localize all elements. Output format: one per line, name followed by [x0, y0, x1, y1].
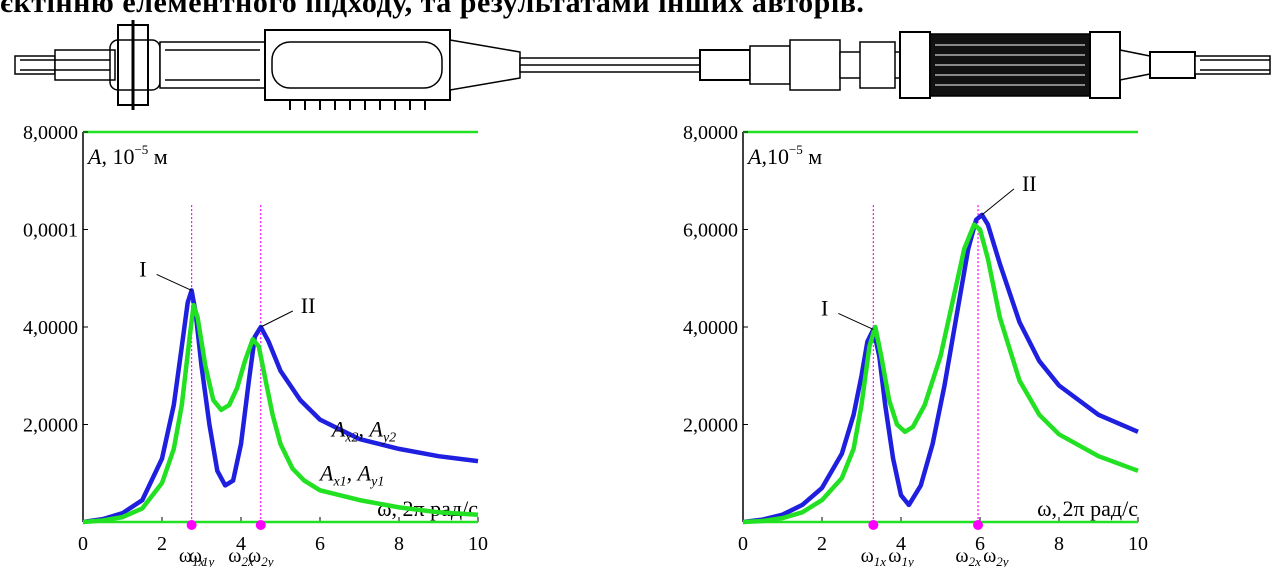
y-axis-label: A, 10−5 м: [86, 142, 168, 169]
x-tick-label: 0: [738, 533, 748, 555]
peak-label: II: [301, 293, 316, 318]
omega-marker: ω2x: [955, 545, 981, 567]
x-tick-label: 6: [975, 533, 985, 555]
y-tick-label: 4,0000: [23, 317, 78, 339]
y-tick-label: 4,0000: [683, 317, 738, 339]
annotation-leader: [156, 273, 192, 291]
annotation-leader: [260, 310, 293, 328]
x-tick-label: 4: [236, 533, 246, 555]
x-tick-label: 10: [468, 533, 488, 555]
resonance-dot: [868, 520, 879, 530]
page-header-text: єктінню елементного підходу, та результа…: [0, 0, 865, 19]
x-axis-label: ω, 2π рад/с: [377, 496, 478, 521]
chart-panel-1: 2,0000 4,0000 0,0001 8,0000 0 2 4 6 8 10 A, 10−5 м…: [23, 122, 488, 567]
annotation-leader: [981, 188, 1015, 216]
resonance-dot: [255, 520, 266, 530]
series-label: Ax2, Ay2: [330, 417, 396, 446]
series-line-green: [742, 222, 1139, 525]
x-tick-label: 0: [78, 533, 88, 555]
rotor-fins: [289, 100, 426, 110]
series-line-blue: [82, 288, 479, 525]
peak-label: I: [821, 295, 828, 320]
y-axis-label: A,10−5 м: [746, 142, 822, 169]
x-tick-label: 4: [896, 533, 906, 555]
y-tick-label: 0,0001: [23, 220, 78, 242]
resonance-dot: [186, 520, 197, 530]
x-tick-label: 8: [394, 533, 404, 555]
omega-marker: ω1y: [189, 545, 215, 567]
peak-label: I: [139, 256, 146, 281]
omega-marker: ω2x: [228, 545, 254, 567]
y-tick-label: 6,0000: [683, 220, 738, 242]
rotor-drawing: [14, 20, 1271, 110]
annotation-leader: [838, 312, 874, 330]
omega-marker: ω1x: [861, 545, 887, 567]
x-tick-label: 2: [817, 533, 827, 555]
omega-marker: ω2y: [983, 545, 1009, 567]
omega-marker: ω1x: [179, 545, 205, 567]
x-tick-label: 6: [315, 533, 325, 555]
x-tick-label: 2: [157, 533, 167, 555]
omega-marker: ω2y: [248, 545, 274, 567]
omega-marker: ω1y: [888, 545, 914, 567]
x-tick-label: 8: [1054, 533, 1064, 555]
peak-label: II: [1022, 171, 1037, 196]
y-tick-label: 8,0000: [23, 122, 78, 144]
x-axis-label: ω, 2π рад/с: [1037, 496, 1138, 521]
resonance-dot: [973, 520, 984, 530]
chart-panel-2: 2,0000 4,0000 6,0000 8,0000 0 2 4 6 8 10 A,10−5 м ω…: [683, 122, 1148, 567]
series-line-green: [82, 302, 479, 525]
y-tick-label: 2,0000: [23, 415, 78, 437]
y-tick-label: 8,0000: [683, 122, 738, 144]
x-tick-label: 10: [1128, 533, 1148, 555]
series-label: Ax1, Ay1: [318, 461, 384, 490]
y-tick-label: 2,0000: [683, 415, 738, 437]
series-line-blue: [742, 212, 1139, 525]
